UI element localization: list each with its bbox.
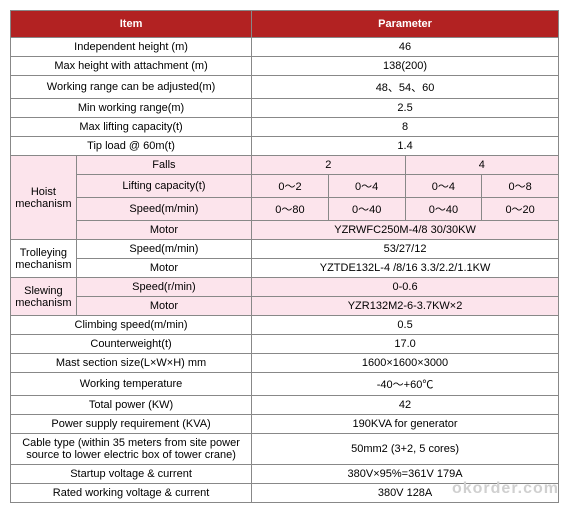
label: Speed(m/min) — [76, 198, 251, 221]
trolley-speed-row: Trolleying mechanism Speed(m/min) 53/27/… — [11, 240, 559, 259]
value: 2 — [252, 156, 405, 175]
value: YZTDE132L-4 /8/16 3.3/2.2/1.1KW — [252, 259, 559, 278]
value: 0～20 — [482, 198, 559, 221]
label: Motor — [76, 297, 251, 316]
header-param: Parameter — [252, 11, 559, 38]
label: Climbing speed(m/min) — [11, 316, 252, 335]
hoist-cap-row: Lifting capacity(t) 0～2 0～4 0～4 0～8 — [11, 175, 559, 198]
table-row: Tip load @ 60m(t)1.4 — [11, 137, 559, 156]
table-row: Independent height (m)46 — [11, 38, 559, 57]
label: Mast section size(L×W×H) mm — [11, 354, 252, 373]
table-row: Working temperature-40～+60℃ — [11, 373, 559, 396]
value: 2.5 — [252, 99, 559, 118]
label: Tip load @ 60m(t) — [11, 137, 252, 156]
spec-table: Item Parameter Independent height (m)46 … — [10, 10, 559, 503]
value: 0-0.6 — [252, 278, 559, 297]
value: 46 — [252, 38, 559, 57]
table-row: Climbing speed(m/min)0.5 — [11, 316, 559, 335]
value: 0～4 — [405, 175, 482, 198]
label: Min working range(m) — [11, 99, 252, 118]
slew-motor-row: Motor YZR132M2-6-3.7KW×2 — [11, 297, 559, 316]
header-item: Item — [11, 11, 252, 38]
hoist-speed-row: Speed(m/min) 0～80 0～40 0～40 0～20 — [11, 198, 559, 221]
value: 0～40 — [328, 198, 405, 221]
value: 0～80 — [252, 198, 329, 221]
trolley-title: Trolleying mechanism — [11, 240, 77, 278]
label: Power supply requirement (KVA) — [11, 415, 252, 434]
value: 50mm2 (3+2, 5 cores) — [252, 434, 559, 465]
hoist-falls-row: Hoist mechanism Falls 2 4 — [11, 156, 559, 175]
table-row: Min working range(m)2.5 — [11, 99, 559, 118]
table-row: Counterweight(t)17.0 — [11, 335, 559, 354]
hoist-title: Hoist mechanism — [11, 156, 77, 240]
label: Counterweight(t) — [11, 335, 252, 354]
table-row: Total power (KW)42 — [11, 396, 559, 415]
value: 0～4 — [328, 175, 405, 198]
value: 0～40 — [405, 198, 482, 221]
table-row: Max height with attachment (m)138(200) — [11, 57, 559, 76]
slew-speed-row: Slewing mechanism Speed(r/min) 0-0.6 — [11, 278, 559, 297]
table-row: Working range can be adjusted(m)48、54、60 — [11, 76, 559, 99]
value: 0～2 — [252, 175, 329, 198]
value: 1600×1600×3000 — [252, 354, 559, 373]
watermark: okorder.com — [452, 480, 559, 498]
value: 53/27/12 — [252, 240, 559, 259]
value: 0～8 — [482, 175, 559, 198]
label: Motor — [76, 259, 251, 278]
hoist-motor-row: Motor YZRWFC250M-4/8 30/30KW — [11, 221, 559, 240]
label: Independent height (m) — [11, 38, 252, 57]
label: Total power (KW) — [11, 396, 252, 415]
slew-title: Slewing mechanism — [11, 278, 77, 316]
label: Speed(m/min) — [76, 240, 251, 259]
table-row: Mast section size(L×W×H) mm1600×1600×300… — [11, 354, 559, 373]
table-row: Power supply requirement (KVA)190KVA for… — [11, 415, 559, 434]
table-row: Max lifting capacity(t)8 — [11, 118, 559, 137]
value: YZRWFC250M-4/8 30/30KW — [252, 221, 559, 240]
value: 190KVA for generator — [252, 415, 559, 434]
label: Startup voltage & current — [11, 465, 252, 484]
value: 138(200) — [252, 57, 559, 76]
label: Rated working voltage & current — [11, 484, 252, 503]
value: 17.0 — [252, 335, 559, 354]
value: YZR132M2-6-3.7KW×2 — [252, 297, 559, 316]
header-row: Item Parameter — [11, 11, 559, 38]
value: 4 — [405, 156, 558, 175]
label: Speed(r/min) — [76, 278, 251, 297]
label: Max height with attachment (m) — [11, 57, 252, 76]
trolley-motor-row: Motor YZTDE132L-4 /8/16 3.3/2.2/1.1KW — [11, 259, 559, 278]
table-row: Cable type (within 35 meters from site p… — [11, 434, 559, 465]
value: 42 — [252, 396, 559, 415]
label: Lifting capacity(t) — [76, 175, 251, 198]
value: 1.4 — [252, 137, 559, 156]
label: Falls — [76, 156, 251, 175]
label: Motor — [76, 221, 251, 240]
label: Working temperature — [11, 373, 252, 396]
label: Cable type (within 35 meters from site p… — [11, 434, 252, 465]
value: 8 — [252, 118, 559, 137]
value: 0.5 — [252, 316, 559, 335]
value: 48、54、60 — [252, 76, 559, 99]
value: -40～+60℃ — [252, 373, 559, 396]
label: Max lifting capacity(t) — [11, 118, 252, 137]
label: Working range can be adjusted(m) — [11, 76, 252, 99]
